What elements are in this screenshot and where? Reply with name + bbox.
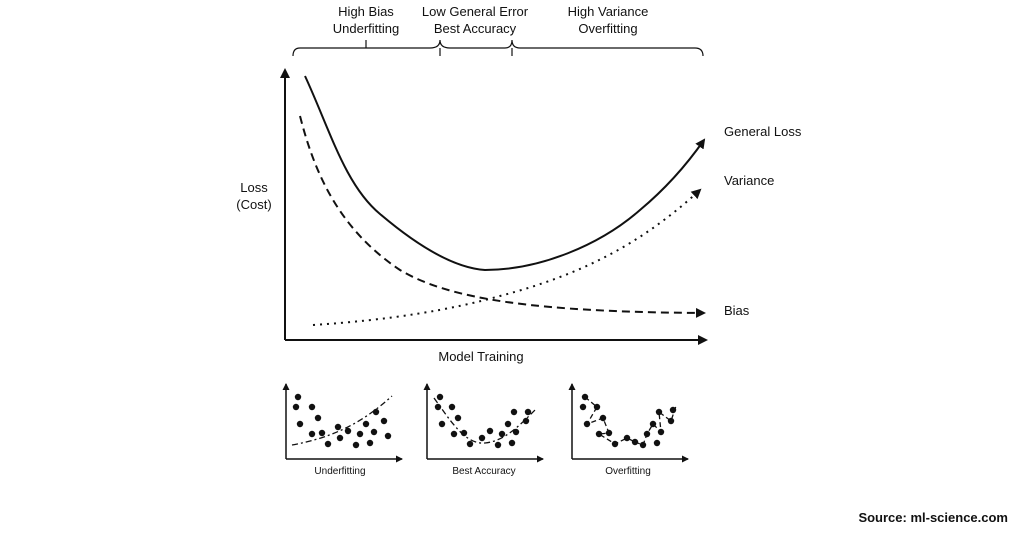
thumb-2-points	[434, 393, 532, 449]
thumb-3-fit-line	[584, 396, 677, 446]
thumbnail-underfitting: Underfitting	[282, 383, 403, 477]
region-3-line2: Overfitting	[578, 21, 637, 36]
region-1-line1: High Bias	[338, 4, 394, 19]
variance-curve	[312, 188, 702, 326]
general-loss-curve	[304, 75, 706, 272]
thumb-1-label: Underfitting	[314, 466, 365, 477]
region-3-line1: High Variance	[568, 4, 649, 19]
x-axis-label: Model Training	[438, 349, 523, 364]
thumbnail-best-accuracy: Best Accuracy	[423, 383, 544, 477]
thumb-2-fit-line	[433, 397, 536, 444]
bias-curve	[299, 115, 706, 318]
bias-label: Bias	[724, 303, 750, 318]
region-2-line2: Best Accuracy	[434, 21, 517, 36]
thumb-1-fit-line	[291, 395, 393, 446]
thumb-2-label: Best Accuracy	[452, 466, 515, 477]
variance-label: Variance	[724, 173, 774, 188]
general-loss-label: General Loss	[724, 124, 802, 139]
region-2-line1: Low General Error	[422, 4, 529, 19]
thumb-3-label: Overfitting	[605, 466, 651, 477]
region-brace	[292, 39, 704, 57]
y-axis-label-line1: Loss	[240, 180, 268, 195]
thumbnail-overfitting: Overfitting	[568, 383, 689, 477]
y-axis-label-line2: (Cost)	[236, 197, 271, 212]
region-1-line2: Underfitting	[333, 21, 399, 36]
source-credit: Source: ml-science.com	[858, 510, 1008, 525]
thumb-1-points	[292, 393, 392, 449]
